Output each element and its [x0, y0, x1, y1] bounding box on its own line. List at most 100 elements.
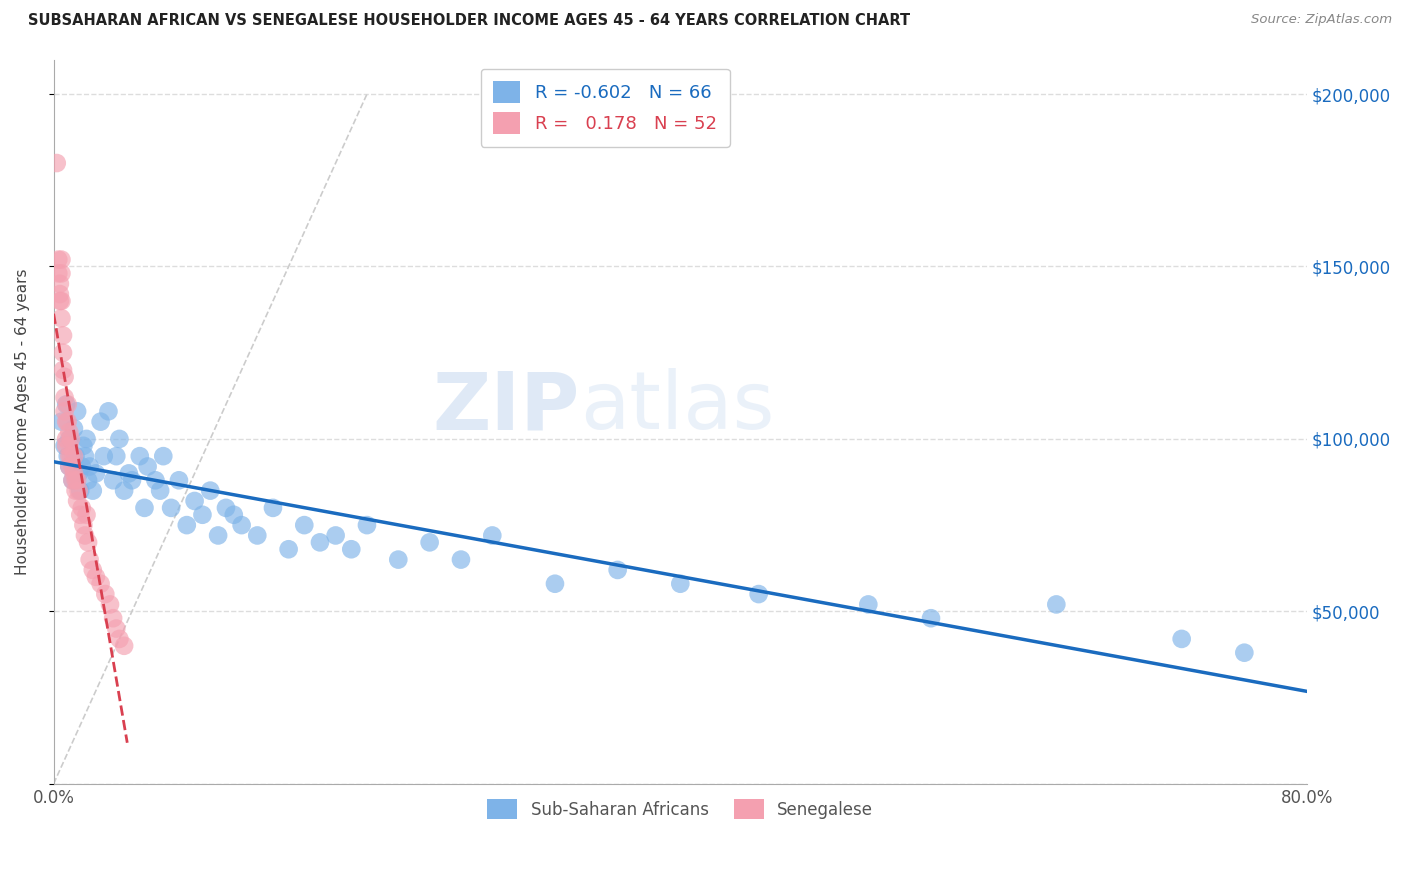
Point — [55, 432, 77, 446]
Point — [356, 518, 378, 533]
Point — [59, 449, 82, 463]
Point — [1233, 646, 1256, 660]
Point — [67, 483, 90, 498]
Point — [53, 369, 76, 384]
Point — [49, 287, 72, 301]
Point — [387, 552, 409, 566]
Point — [160, 500, 183, 515]
Point — [90, 415, 112, 429]
Point — [49, 277, 72, 291]
Point — [58, 459, 80, 474]
Point — [246, 528, 269, 542]
Point — [58, 432, 80, 446]
Point — [52, 328, 75, 343]
Point — [55, 415, 77, 429]
Point — [481, 528, 503, 542]
Point — [77, 473, 100, 487]
Point — [70, 500, 93, 515]
Point — [105, 449, 128, 463]
Point — [56, 449, 79, 463]
Point — [63, 421, 86, 435]
Point — [62, 473, 84, 487]
Point — [55, 439, 77, 453]
Point — [56, 415, 79, 429]
Point — [65, 473, 87, 487]
Point — [73, 528, 96, 542]
Point — [112, 483, 135, 498]
Text: atlas: atlas — [581, 368, 775, 446]
Point — [45, 156, 67, 170]
Point — [65, 449, 87, 463]
Point — [222, 508, 245, 522]
Point — [58, 439, 80, 453]
Point — [84, 570, 107, 584]
Point — [191, 508, 214, 522]
Point — [1045, 598, 1067, 612]
Point — [93, 449, 115, 463]
Point — [669, 576, 692, 591]
Point — [67, 467, 90, 481]
Point — [309, 535, 332, 549]
Text: Source: ZipAtlas.com: Source: ZipAtlas.com — [1251, 13, 1392, 27]
Point — [215, 500, 238, 515]
Point — [82, 563, 104, 577]
Y-axis label: Householder Income Ages 45 - 64 years: Householder Income Ages 45 - 64 years — [15, 268, 30, 575]
Point — [51, 415, 73, 429]
Point — [73, 449, 96, 463]
Point — [79, 552, 101, 566]
Point — [70, 459, 93, 474]
Point — [90, 576, 112, 591]
Point — [207, 528, 229, 542]
Point — [65, 483, 87, 498]
Point — [76, 508, 98, 522]
Point — [69, 483, 91, 498]
Point — [46, 252, 69, 267]
Point — [606, 563, 628, 577]
Point — [101, 473, 124, 487]
Point — [53, 391, 76, 405]
Point — [858, 598, 880, 612]
Point — [82, 483, 104, 498]
Point — [76, 432, 98, 446]
Point — [62, 459, 84, 474]
Point — [748, 587, 770, 601]
Point — [63, 467, 86, 481]
Point — [544, 576, 567, 591]
Point — [77, 535, 100, 549]
Point — [51, 266, 73, 280]
Point — [52, 345, 75, 359]
Point — [72, 439, 94, 453]
Point — [136, 459, 159, 474]
Point — [340, 542, 363, 557]
Point — [51, 311, 73, 326]
Point — [79, 459, 101, 474]
Text: SUBSAHARAN AFRICAN VS SENEGALESE HOUSEHOLDER INCOME AGES 45 - 64 YEARS CORRELATI: SUBSAHARAN AFRICAN VS SENEGALESE HOUSEHO… — [28, 13, 910, 29]
Point — [152, 449, 174, 463]
Point — [292, 518, 315, 533]
Point — [105, 622, 128, 636]
Point — [63, 449, 86, 463]
Point — [183, 494, 205, 508]
Point — [53, 439, 76, 453]
Point — [419, 535, 441, 549]
Point — [167, 473, 190, 487]
Point — [450, 552, 472, 566]
Point — [1170, 632, 1192, 646]
Point — [231, 518, 253, 533]
Point — [62, 473, 84, 487]
Point — [108, 632, 131, 646]
Legend: Sub-Saharan Africans, Senegalese: Sub-Saharan Africans, Senegalese — [481, 792, 880, 826]
Point — [58, 449, 80, 463]
Point — [200, 483, 222, 498]
Point — [325, 528, 347, 542]
Point — [53, 404, 76, 418]
Text: ZIP: ZIP — [433, 368, 581, 446]
Point — [51, 293, 73, 308]
Point — [66, 494, 89, 508]
Point — [134, 500, 156, 515]
Point — [920, 611, 942, 625]
Point — [98, 598, 121, 612]
Point — [149, 483, 172, 498]
Point — [112, 639, 135, 653]
Point — [128, 449, 150, 463]
